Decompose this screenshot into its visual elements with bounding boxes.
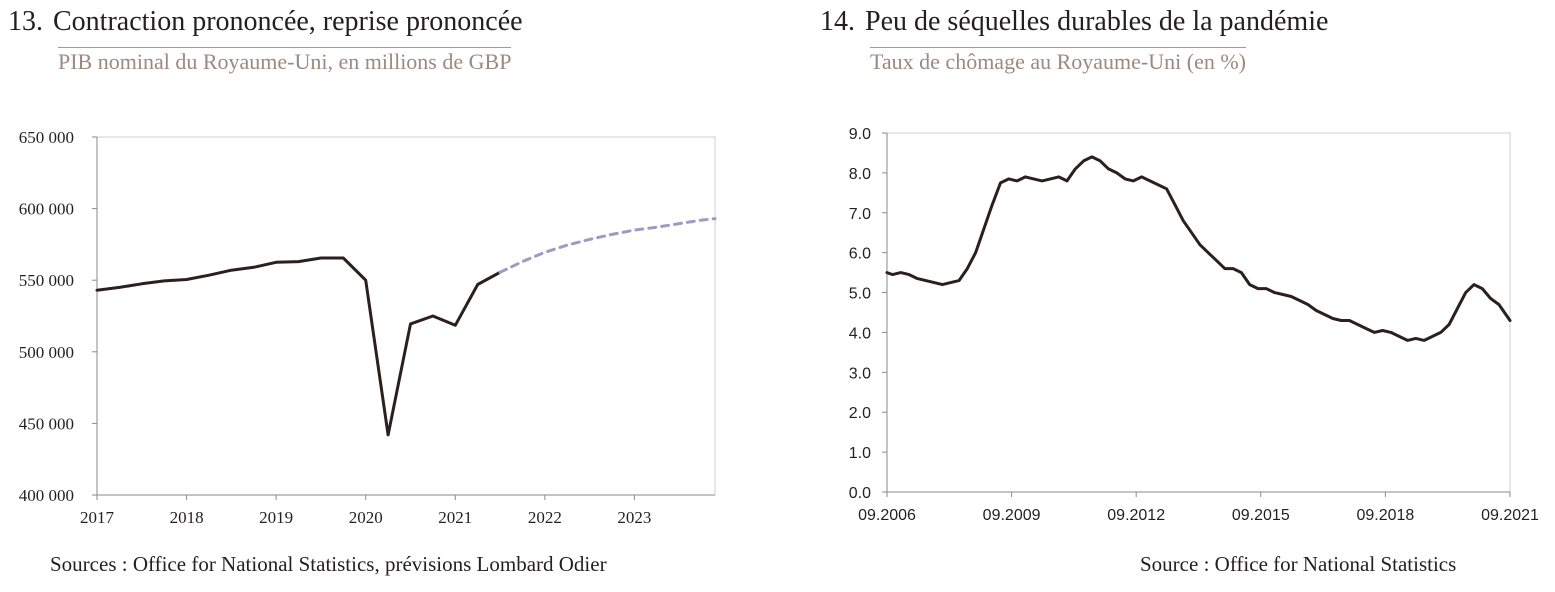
x-tick-label: 09.2009 [983,507,1041,524]
chart-number: 14. [820,6,855,37]
data-series-line [885,155,1512,342]
chart-source-unemployment: Source : Office for National Statistics [1140,552,1457,576]
y-tick-label: 1.0 [849,445,871,462]
y-tick-label: 650 000 [19,128,74,147]
forecast-series-line [498,217,717,274]
x-tick-label: 2017 [80,508,115,527]
y-tick-label: 550 000 [19,271,74,290]
chart-title-text: Contraction prononcée, reprise prononcée [53,6,523,37]
y-tick-label: 3.0 [849,365,871,382]
y-tick-label: 400 000 [19,486,74,505]
y-tick-label: 500 000 [19,343,74,362]
x-tick-label: 2018 [170,508,204,527]
x-tick-label: 09.2012 [1107,507,1165,524]
y-tick-label: 5.0 [849,286,871,303]
y-tick-label: 9.0 [849,126,871,143]
chart-number: 13. [8,6,43,37]
chart-source-gdp: Sources : Office for National Statistics… [50,552,607,576]
chart-title-gdp: 13. Contraction prononcée, reprise pronon… [8,6,523,38]
chart-title-unemployment: 14. Peu de séquelles durables de la pandé… [820,6,1328,38]
plot-area-frame [96,136,716,496]
x-tick-label: 2023 [617,508,651,527]
chart-panel-unemployment: 14. Peu de séquelles durables de la pandé… [800,0,1555,592]
data-series-line [95,256,502,437]
plot-area-frame [886,132,1511,493]
gdp-line-chart: 400 000 450 000 500 000 550 000 600 000 650 0… [19,128,717,527]
y-tick-label: 7.0 [849,206,871,223]
chart-subtitle-gdp: PIB nominal du Royaume-Uni, en millions … [58,47,512,74]
chart-subtitle-unemployment: Taux de chômage au Royaume-Uni (en %) [870,47,1246,74]
x-tick-label: 09.2015 [1232,507,1290,524]
y-tick-label: 8.0 [849,166,871,183]
y-tick-label: 600 000 [19,200,74,219]
y-tick-label: 450 000 [19,414,74,433]
y-tick-label: 2.0 [849,405,871,422]
chart-panel-gdp: 13. Contraction prononcée, reprise pronon… [0,0,760,592]
x-tick-label: 2022 [528,508,562,527]
y-tick-label: 0.0 [849,485,871,502]
x-tick-label: 2021 [438,508,472,527]
x-tick-label: 2020 [349,508,383,527]
chart-title-text: Peu de séquelles durables de la pandémie [865,6,1329,37]
y-tick-label: 6.0 [849,246,871,263]
unemployment-line-chart: 0.0 1.0 2.0 3.0 4.0 5.0 6.0 7.0 8.0 9.0 09.2006 09.… [849,126,1539,524]
x-tick-label: 09.2021 [1481,507,1539,524]
y-tick-label: 4.0 [849,325,871,342]
x-tick-label: 2019 [259,508,293,527]
x-tick-label: 09.2006 [858,507,916,524]
x-tick-label: 09.2018 [1356,507,1414,524]
